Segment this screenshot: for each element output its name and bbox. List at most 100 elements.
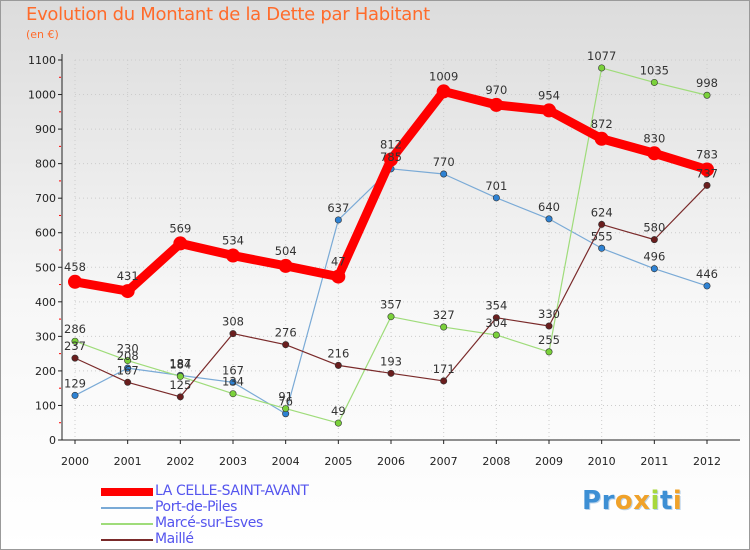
- brand-letter: o: [614, 486, 634, 516]
- data-point: [650, 265, 658, 273]
- brand-letter: x: [633, 486, 651, 516]
- data-label: 1035: [640, 63, 669, 77]
- data-label: 872: [591, 117, 613, 131]
- y-tick-label: 800: [35, 158, 56, 171]
- data-label: 327: [433, 308, 455, 322]
- data-point: [542, 103, 556, 118]
- data-point: [436, 84, 451, 99]
- data-point: [229, 390, 237, 398]
- legend-item: Marcé-sur-Esves: [101, 515, 361, 532]
- x-tick-label: 2004: [272, 455, 300, 468]
- data-label: 357: [380, 298, 402, 312]
- x-tick-label: 2010: [588, 455, 616, 468]
- y-tick-label: 100: [35, 399, 56, 412]
- legend-item: LA CELLE-SAINT-AVANT: [101, 483, 361, 500]
- data-point: [387, 313, 395, 321]
- data-point: [68, 274, 82, 289]
- data-label: 125: [169, 378, 191, 392]
- data-label: 76: [278, 395, 293, 409]
- y-tick-label: 900: [35, 123, 56, 136]
- data-label: 208: [117, 349, 139, 363]
- data-label: 91: [278, 390, 293, 404]
- data-point: [598, 220, 606, 228]
- data-point: [124, 357, 132, 365]
- data-point: [176, 393, 184, 401]
- x-tick-label: 2003: [219, 455, 247, 468]
- data-label: 237: [64, 339, 86, 353]
- data-point: [440, 170, 448, 178]
- data-point: [545, 215, 553, 223]
- data-label: 129: [64, 376, 86, 390]
- data-label: 458: [64, 260, 86, 274]
- y-tick-label: 1000: [28, 89, 56, 102]
- data-label: 970: [485, 83, 507, 97]
- data-label: 830: [643, 131, 665, 145]
- data-point: [598, 64, 606, 72]
- brand-letter: i: [672, 486, 683, 516]
- y-tick-label: 500: [35, 261, 56, 274]
- x-tick-label: 2008: [482, 455, 510, 468]
- data-label: 446: [696, 267, 718, 281]
- data-label: 534: [222, 234, 244, 248]
- x-tick-label: 2006: [377, 455, 405, 468]
- x-tick-label: 2011: [640, 455, 668, 468]
- data-point: [71, 354, 79, 362]
- data-label: 354: [485, 299, 507, 313]
- y-tick-label: 300: [35, 330, 56, 343]
- data-point: [176, 372, 184, 380]
- data-point: [387, 369, 395, 377]
- data-point: [226, 248, 240, 263]
- legend-swatch: [101, 507, 153, 509]
- data-point: [440, 323, 448, 331]
- brand-letter: t: [659, 486, 673, 516]
- data-label: 184: [169, 357, 191, 371]
- data-label: 737: [696, 166, 718, 180]
- data-point: [700, 162, 714, 177]
- data-point: [334, 216, 342, 224]
- data-label: 569: [169, 221, 191, 235]
- legend: LA CELLE-SAINT-AVANT Port-de-Piles Marcé-s…: [101, 483, 361, 548]
- x-tick-label: 2001: [114, 455, 142, 468]
- legend-label: Marcé-sur-Esves: [155, 515, 263, 531]
- data-point: [594, 131, 609, 146]
- data-point: [71, 391, 79, 399]
- data-point: [334, 361, 342, 369]
- data-point: [229, 330, 237, 338]
- brand-letter: P: [582, 486, 602, 516]
- brand-letter: r: [601, 486, 615, 516]
- x-tick-label: 2000: [61, 455, 89, 468]
- chart-title: Evolution du Montant de la Dette par Hab…: [26, 4, 430, 25]
- x-tick-label: 2012: [693, 455, 721, 468]
- data-point: [703, 91, 711, 99]
- data-point: [278, 258, 293, 273]
- data-label: 47: [331, 255, 346, 269]
- data-point: [282, 405, 290, 413]
- data-point: [703, 282, 711, 290]
- data-label: 193: [380, 354, 402, 368]
- legend-item: Maillé: [101, 531, 361, 548]
- data-label: 998: [696, 76, 718, 90]
- data-label: 783: [696, 148, 718, 162]
- x-tick-label: 2005: [324, 455, 352, 468]
- data-label: 167: [117, 363, 139, 377]
- data-label: 171: [433, 362, 455, 376]
- data-label: 216: [327, 346, 349, 360]
- data-point: [545, 322, 553, 330]
- data-point: [492, 314, 500, 322]
- data-point: [545, 348, 553, 356]
- data-point: [71, 337, 79, 345]
- data-point: [120, 284, 135, 299]
- brand-letter: i: [650, 486, 660, 516]
- data-label: 49: [331, 404, 346, 418]
- y-tick-label: 700: [35, 192, 56, 205]
- data-label: 230: [117, 342, 139, 356]
- data-label: 637: [327, 201, 349, 215]
- data-label: 134: [222, 375, 244, 389]
- legend-swatch: [101, 539, 153, 541]
- data-label: 308: [222, 315, 244, 329]
- data-point: [124, 364, 132, 372]
- x-tick-label: 2007: [430, 455, 458, 468]
- y-tick-label: 0: [49, 434, 56, 447]
- legend-label: LA CELLE-SAINT-AVANT: [155, 483, 309, 499]
- y-tick-label: 400: [35, 296, 56, 309]
